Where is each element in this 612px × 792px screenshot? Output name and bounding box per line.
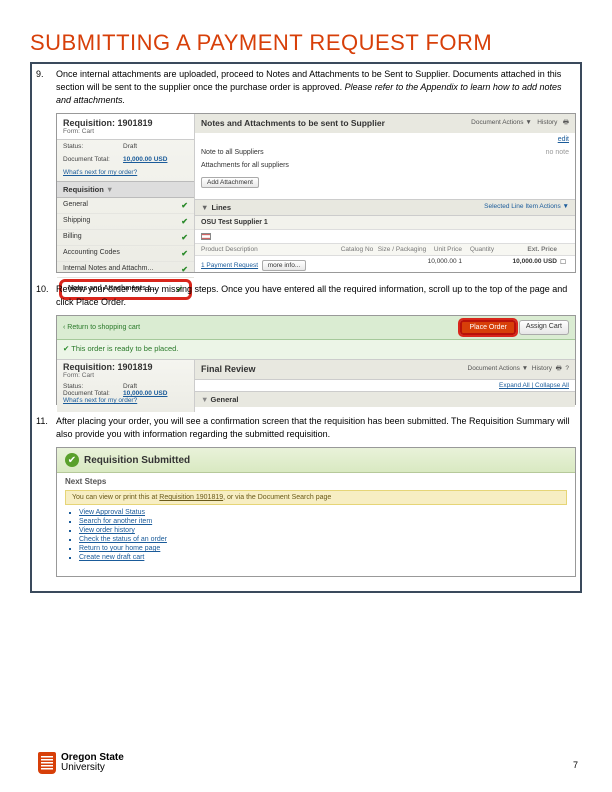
status-value: Draft (123, 143, 137, 150)
row-desc[interactable]: 1 Payment Request (201, 262, 258, 269)
status-label: Status: (63, 383, 123, 390)
logo-line2: University (61, 763, 124, 773)
return-link[interactable]: ‹ Return to shopping cart (63, 324, 140, 331)
general-header[interactable]: General (211, 395, 239, 404)
total-value[interactable]: 10,000.00 USD (123, 390, 167, 397)
th-catalog: Catalog No (337, 246, 377, 253)
supplier-name: OSU Test Supplier 1 (201, 219, 268, 226)
link-home-page[interactable]: Return to your home page (79, 545, 567, 552)
nav-accounting[interactable]: Accounting Codes✔ (57, 246, 194, 262)
requisition-subtitle: Form: Cart (63, 372, 188, 379)
link-check-status[interactable]: Check the status of an order (79, 536, 567, 543)
lines-header: Lines (211, 203, 231, 212)
screenshot-notes-attachments: Requisition: 1901819 Form: Cart Status:D… (56, 113, 576, 273)
link-order-history[interactable]: View order history (79, 527, 567, 534)
nav-general[interactable]: General✔ (57, 198, 194, 214)
row-price-qty: 10,000.00 1 (427, 258, 462, 271)
section-title: Notes and Attachments to be sent to Supp… (201, 118, 385, 129)
total-label: Document Total: (63, 390, 123, 397)
check-icon: ✔ (181, 249, 188, 258)
history-link[interactable]: History (537, 119, 557, 126)
check-icon: ✔ (181, 201, 188, 210)
step-num: 9. (36, 68, 44, 81)
whats-next-link[interactable]: What's next for my order? (63, 397, 137, 404)
print-icon[interactable]: 🖶 (556, 365, 562, 372)
no-note: no note (546, 149, 569, 156)
th-size: Size / Packaging (377, 246, 427, 253)
step-text: Review your order for any missing steps.… (56, 284, 567, 307)
line-actions-menu[interactable]: Selected Line Item Actions ▼ (484, 203, 569, 212)
th-ext: Ext. Price (502, 246, 557, 253)
content-border: 9. Once internal attachments are uploade… (30, 62, 582, 593)
info-banner: You can view or print this at Requisitio… (65, 490, 567, 505)
th-qty: Quantity (462, 246, 502, 253)
total-value[interactable]: 10,000.00 USD (123, 156, 167, 163)
document-actions-menu[interactable]: Document Actions (468, 365, 520, 372)
flag-icon (201, 233, 211, 240)
requisition-title: Requisition: 1901819 (63, 118, 188, 128)
step-num: 11. (36, 415, 48, 428)
step-num: 10. (36, 283, 49, 296)
assign-cart-button[interactable]: Assign Cart (519, 320, 569, 335)
history-link[interactable]: History (532, 365, 552, 372)
next-steps-header: Next Steps (57, 473, 575, 488)
th-price: Unit Price (427, 246, 462, 253)
screenshot-confirmation: ✔ Requisition Submitted Next Steps You c… (56, 447, 576, 577)
row-ext: 10,000.00 USD (502, 258, 557, 271)
step-text: After placing your order, you will see a… (56, 416, 570, 439)
nav-header[interactable]: Requisition ▼ (57, 181, 194, 198)
page-number: 7 (573, 760, 578, 770)
document-actions-menu[interactable]: Document Actions (471, 119, 523, 126)
th-desc: Product Description (201, 246, 337, 253)
screenshot-place-order: ‹ Return to shopping cart Place Order As… (56, 315, 576, 405)
link-approval-status[interactable]: View Approval Status (79, 509, 567, 516)
link-search-item[interactable]: Search for another item (79, 518, 567, 525)
print-icon[interactable]: 🖶 (563, 119, 569, 126)
right-panel: Notes and Attachments to be sent to Supp… (195, 114, 575, 272)
edit-link[interactable]: edit (558, 136, 569, 143)
step-10: 10. Review your order for any missing st… (36, 283, 576, 309)
check-icon: ✔ (181, 265, 188, 274)
nav-shipping[interactable]: Shipping✔ (57, 214, 194, 230)
more-info-button[interactable]: more info... (262, 260, 307, 271)
success-icon: ✔ (65, 453, 79, 467)
status-label: Status: (63, 143, 123, 150)
left-panel: Requisition: 1901819 Form: Cart Status:D… (57, 114, 195, 272)
whats-next-link[interactable]: What's next for my order? (63, 169, 137, 176)
nav-billing[interactable]: Billing✔ (57, 230, 194, 246)
logo: Oregon State University (38, 752, 124, 774)
place-order-button[interactable]: Place Order (460, 320, 515, 335)
total-label: Document Total: (63, 156, 123, 163)
check-icon: ✔ (181, 233, 188, 242)
status-value: Draft (123, 383, 137, 390)
requisition-link[interactable]: Requisition 1901819 (159, 494, 223, 501)
add-attachment-button[interactable]: Add Attachment (201, 177, 259, 188)
attach-all-label: Attachments for all suppliers (195, 159, 575, 172)
requisition-title: Requisition: 1901819 (63, 362, 188, 372)
help-icon[interactable]: ? (565, 365, 569, 372)
step-9: 9. Once internal attachments are uploade… (36, 68, 576, 107)
link-new-cart[interactable]: Create new draft cart (79, 554, 567, 561)
check-icon: ✔ (181, 217, 188, 226)
note-all-label: Note to all Suppliers (201, 149, 264, 156)
expand-collapse-link[interactable]: Expand All | Collapse All (499, 382, 569, 389)
page-title: SUBMITTING A PAYMENT REQUEST FORM (30, 30, 582, 56)
confirmation-title: Requisition Submitted (84, 455, 190, 466)
ready-text: This order is ready to be placed. (71, 344, 178, 353)
collapse-icon[interactable]: ▼ (201, 203, 208, 212)
shield-icon (38, 752, 56, 774)
step-11: 11. After placing your order, you will s… (36, 415, 576, 441)
nav-internal-notes[interactable]: Internal Notes and Attachm...✔ (57, 262, 194, 278)
final-review-title: Final Review (201, 364, 256, 375)
requisition-subtitle: Form: Cart (63, 128, 188, 135)
